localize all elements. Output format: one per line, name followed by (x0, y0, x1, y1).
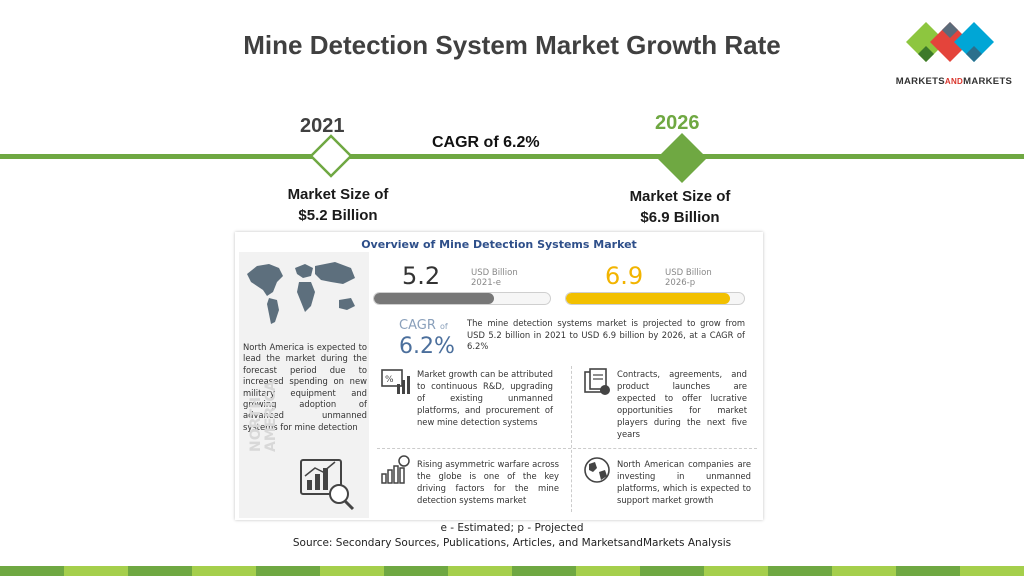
start-market-size: Market Size of $5.2 Billion (287, 186, 389, 224)
progress-fill-2026 (566, 293, 730, 304)
timeline-line (0, 154, 1024, 159)
chart-gear-icon: % (381, 369, 410, 394)
world-map-icon (247, 262, 355, 324)
footnote-source: Source: Secondary Sources, Publications,… (292, 537, 732, 549)
info-block-contracts: Contracts, agreements, and product launc… (617, 369, 747, 439)
unit-2021: USD Billion 2021-e (471, 268, 518, 288)
divider-vertical (571, 366, 572, 512)
marketsandmarkets-logo: MARKETSANDMARKETS (884, 8, 1024, 92)
cagr-label: CAGR of 6.2% (432, 134, 540, 151)
cagr-value: 6.2% (399, 334, 455, 359)
footer-segment (320, 566, 384, 576)
logo-diamonds-icon (906, 22, 994, 62)
start-diamond-marker (309, 134, 353, 178)
footer-segment (576, 566, 640, 576)
bar-coin-icon (381, 455, 410, 484)
divider-horizontal (377, 448, 757, 449)
footer-segment (832, 566, 896, 576)
footer-segment (64, 566, 128, 576)
logo-text: MARKETSANDMARKETS (895, 76, 1013, 87)
analytics-magnifier-icon (300, 459, 355, 511)
footnote-legend: e - Estimated; p - Projected (440, 522, 584, 534)
end-diamond-marker (657, 133, 707, 183)
footer-color-strip (0, 566, 1024, 576)
footer-segment (192, 566, 256, 576)
footer-segment (512, 566, 576, 576)
footer-segment (768, 566, 832, 576)
svg-text:%: % (385, 375, 394, 385)
value-2026: 6.9 (605, 262, 644, 290)
footer-segment (896, 566, 960, 576)
footer-segment (256, 566, 320, 576)
cagr-caption: CAGR of (399, 318, 448, 333)
footer-segment (704, 566, 768, 576)
info-block-warfare: Rising asymmetric warfare across the glo… (417, 459, 559, 505)
footer-segment (448, 566, 512, 576)
end-year: 2026 (655, 112, 700, 134)
document-stack-icon (584, 368, 610, 395)
progress-fill-2021 (374, 293, 494, 304)
globe-icon (584, 457, 610, 483)
value-2021: 5.2 (402, 262, 441, 290)
info-block-investment: North American companies are investing i… (617, 459, 751, 505)
end-market-size: Market Size of $6.9 Billion (629, 188, 731, 226)
start-year: 2021 (300, 115, 345, 137)
infographic-title: Overview of Mine Detection Systems Marke… (361, 238, 637, 251)
slide-title: Mine Detection System Market Growth Rate (243, 30, 781, 60)
footer-segment (640, 566, 704, 576)
unit-2026: USD Billion 2026-p (665, 268, 712, 288)
overview-text: The mine detection systems market is pro… (467, 318, 745, 351)
footer-segment (960, 566, 1024, 576)
footer-segment (0, 566, 64, 576)
footer-segment (384, 566, 448, 576)
region-label: NORTH AMERICA (248, 380, 279, 452)
infographic-panel: Overview of Mine Detection Systems Marke… (235, 232, 763, 520)
region-description: North America is expected to lead the ma… (243, 342, 367, 432)
info-block-growth: Market growth can be attributed to conti… (417, 369, 553, 427)
progress-bar-2026 (565, 292, 745, 305)
footer-segment (128, 566, 192, 576)
progress-bar-2021 (373, 292, 551, 305)
footnote: e - Estimated; p - Projected Source: Sec… (0, 521, 1024, 551)
